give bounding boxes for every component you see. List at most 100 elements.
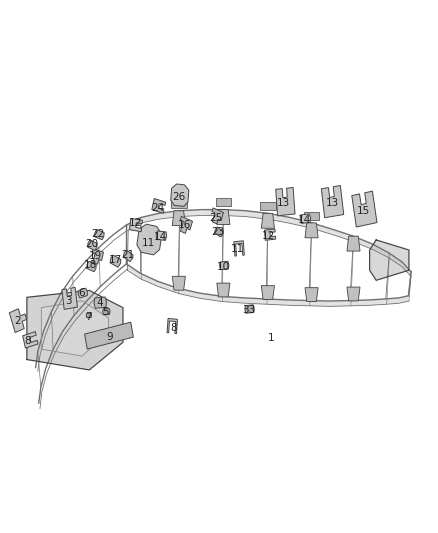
Polygon shape — [102, 309, 110, 314]
Text: 8: 8 — [170, 322, 177, 333]
Polygon shape — [290, 217, 311, 228]
Text: 25: 25 — [209, 213, 222, 223]
Polygon shape — [265, 229, 276, 240]
Polygon shape — [234, 241, 244, 256]
Text: 11: 11 — [141, 238, 155, 247]
Polygon shape — [123, 250, 133, 262]
Text: 1: 1 — [268, 333, 275, 343]
Text: 5: 5 — [102, 306, 109, 317]
Text: 26: 26 — [172, 192, 185, 203]
Polygon shape — [223, 209, 245, 216]
Polygon shape — [347, 236, 360, 251]
Polygon shape — [245, 305, 254, 313]
Polygon shape — [368, 299, 387, 305]
Polygon shape — [9, 309, 27, 333]
Polygon shape — [268, 213, 290, 223]
Polygon shape — [159, 211, 180, 219]
Polygon shape — [141, 213, 159, 223]
Polygon shape — [41, 301, 109, 356]
Polygon shape — [219, 261, 229, 270]
Polygon shape — [127, 264, 141, 279]
Polygon shape — [321, 185, 344, 218]
Polygon shape — [305, 288, 318, 302]
Text: 22: 22 — [92, 229, 105, 239]
Polygon shape — [261, 213, 275, 228]
Polygon shape — [217, 209, 230, 224]
Text: 13: 13 — [277, 198, 290, 208]
Polygon shape — [403, 262, 411, 277]
Polygon shape — [23, 332, 38, 348]
Polygon shape — [167, 318, 177, 334]
Polygon shape — [88, 240, 97, 251]
Polygon shape — [141, 273, 159, 287]
Polygon shape — [156, 231, 166, 240]
Polygon shape — [201, 209, 223, 215]
Polygon shape — [178, 288, 200, 298]
Polygon shape — [370, 240, 409, 280]
Text: 17: 17 — [109, 255, 122, 264]
Polygon shape — [85, 322, 133, 349]
Text: 18: 18 — [84, 260, 97, 270]
Polygon shape — [62, 287, 78, 309]
Polygon shape — [199, 293, 223, 302]
Polygon shape — [180, 216, 192, 233]
Text: 23: 23 — [212, 227, 225, 237]
Polygon shape — [94, 297, 106, 308]
Polygon shape — [217, 283, 230, 297]
Text: 14: 14 — [153, 232, 167, 242]
Polygon shape — [305, 223, 318, 238]
Polygon shape — [347, 287, 360, 301]
Polygon shape — [244, 298, 267, 304]
Polygon shape — [215, 198, 231, 206]
Polygon shape — [172, 276, 185, 290]
Text: 4: 4 — [97, 297, 103, 308]
Polygon shape — [332, 229, 353, 241]
Text: 2: 2 — [14, 316, 21, 326]
Text: 3: 3 — [65, 296, 72, 306]
Polygon shape — [245, 211, 268, 219]
Text: 16: 16 — [177, 220, 191, 230]
Text: 20: 20 — [85, 239, 98, 249]
Text: 10: 10 — [217, 262, 230, 271]
Polygon shape — [386, 298, 399, 304]
Text: 12: 12 — [262, 231, 276, 241]
Polygon shape — [260, 202, 276, 210]
Polygon shape — [222, 296, 244, 303]
Polygon shape — [300, 214, 311, 223]
Polygon shape — [158, 281, 179, 294]
Polygon shape — [329, 301, 351, 306]
Polygon shape — [215, 227, 223, 237]
Polygon shape — [130, 219, 142, 232]
Text: 12: 12 — [128, 218, 142, 228]
Text: 33: 33 — [242, 305, 255, 315]
Polygon shape — [92, 249, 103, 264]
Polygon shape — [95, 230, 104, 240]
Polygon shape — [261, 286, 275, 300]
Text: 15: 15 — [357, 206, 370, 216]
Polygon shape — [137, 224, 162, 255]
Polygon shape — [171, 199, 187, 207]
Polygon shape — [86, 313, 92, 318]
Polygon shape — [373, 244, 389, 258]
Polygon shape — [350, 300, 369, 306]
Polygon shape — [353, 236, 373, 249]
Polygon shape — [309, 301, 330, 306]
Polygon shape — [27, 290, 123, 370]
Polygon shape — [78, 288, 88, 298]
Polygon shape — [87, 261, 96, 272]
Polygon shape — [152, 198, 166, 213]
Text: 19: 19 — [89, 251, 102, 261]
Text: 8: 8 — [25, 336, 31, 346]
Polygon shape — [266, 299, 289, 305]
Polygon shape — [288, 300, 310, 306]
Polygon shape — [399, 296, 409, 303]
Text: 11: 11 — [231, 244, 244, 254]
Text: 21: 21 — [122, 250, 135, 260]
Polygon shape — [311, 223, 332, 235]
Polygon shape — [304, 212, 319, 220]
Polygon shape — [276, 188, 295, 216]
Text: 24: 24 — [151, 203, 165, 213]
Polygon shape — [110, 255, 121, 267]
Text: 6: 6 — [78, 288, 85, 298]
Polygon shape — [389, 253, 403, 267]
